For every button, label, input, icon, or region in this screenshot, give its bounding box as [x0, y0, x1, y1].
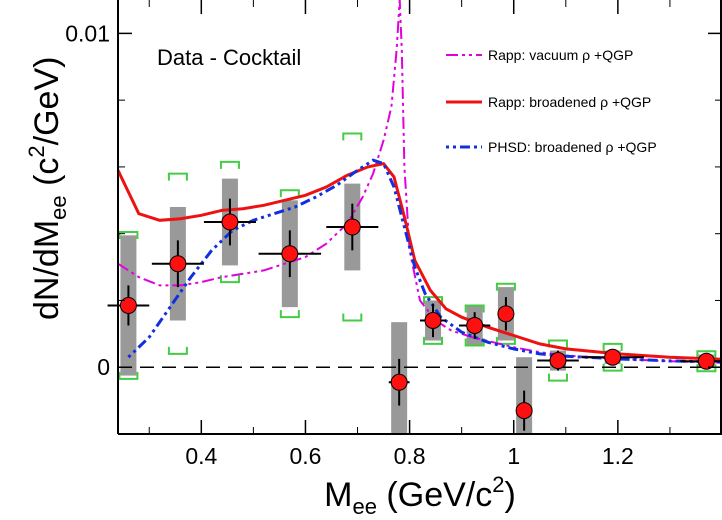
- legend: Rapp: vacuum ρ +QGP Rapp: broadened ρ +Q…: [446, 47, 657, 155]
- data-point-1: [169, 255, 187, 273]
- x-tick-label-2: 0.8: [394, 443, 426, 469]
- model-bracket-bottom-8: [495, 336, 516, 345]
- data-point-8: [497, 305, 515, 323]
- x-axis-title-unit: (GeV/c: [377, 476, 492, 514]
- x-tick-label-0: 0.4: [185, 443, 217, 469]
- model-bracket-bottom-2: [219, 275, 240, 284]
- axes-frame: 0.4 0.6 0.8 1 1.2 0 0.01: [65, 0, 722, 469]
- model-bracket-bottom-3: [279, 310, 300, 319]
- x-axis-title: Mee (GeV/c2): [324, 472, 516, 519]
- y-axis-title-unit: (c: [28, 158, 66, 196]
- data-point-9: [515, 402, 533, 420]
- data-point-3: [281, 245, 299, 263]
- legend-label-rapp-broadened: Rapp: broadened ρ +QGP: [488, 94, 651, 110]
- x-tick-label-1: 0.6: [289, 443, 321, 469]
- model-bracket-top-8: [495, 282, 516, 291]
- model-bracket-top-2: [219, 160, 240, 169]
- y-axis-title-main: dN/dM: [28, 220, 66, 320]
- model-bracket-top-0: [118, 231, 139, 240]
- series-line-0: [117, 0, 722, 364]
- model-bracket-bottom-4: [342, 313, 363, 322]
- x-tick-label-3: 1: [507, 443, 520, 469]
- model-bracket-top-1: [167, 172, 188, 181]
- legend-label-rapp-vacuum: Rapp: vacuum ρ +QGP: [488, 47, 633, 63]
- model-bracket-bottom-1: [167, 346, 188, 355]
- series-line-1: [116, 161, 722, 361]
- y-axis-title: dN/dMee (c2/GeV): [24, 57, 71, 320]
- y-tick-label-1: 0.01: [65, 20, 110, 46]
- model-bracket-top-6: [423, 296, 444, 305]
- data-point-5: [390, 373, 408, 391]
- model-bracket-bottom-6: [423, 336, 444, 345]
- model-bracket-top-11: [602, 342, 623, 351]
- model-curves-layer: [116, 0, 722, 364]
- data-point-7: [466, 317, 484, 334]
- x-axis-title-sup: 2: [492, 472, 504, 497]
- x-axis-title-close: ): [504, 476, 515, 514]
- model-bracket-bottom-0: [118, 371, 139, 380]
- data-point-12: [697, 352, 715, 370]
- x-axis-title-sub: ee: [353, 494, 377, 519]
- model-bracket-top-4: [342, 132, 363, 141]
- y-axis-title-sup: 2: [24, 145, 49, 157]
- data-point-10: [549, 352, 567, 370]
- model-bracket-top-3: [279, 189, 300, 198]
- y-axis-title-close: /GeV): [28, 57, 66, 146]
- y-axis-title-sub: ee: [46, 195, 71, 219]
- data-point-6: [424, 311, 442, 329]
- data-point-2: [221, 213, 239, 231]
- x-axis-title-main: M: [324, 476, 352, 514]
- data-points-layer: [107, 198, 722, 431]
- data-point-4: [343, 218, 361, 236]
- model-bracket-bottom-10: [547, 373, 568, 382]
- annotation-text: Data - Cocktail: [157, 45, 301, 70]
- model-bracket-top-10: [547, 339, 568, 348]
- legend-label-phsd-broadened: PHSD: broadened ρ +QGP: [488, 139, 657, 155]
- model-bracket-top-7: [464, 304, 485, 313]
- model-bracket-top-12: [696, 350, 717, 359]
- x-tick-label-4: 1.2: [602, 443, 634, 469]
- y-tick-label-0: 0: [97, 354, 110, 380]
- data-point-11: [604, 348, 622, 366]
- series-line-2: [127, 158, 722, 364]
- data-point-0: [119, 296, 137, 314]
